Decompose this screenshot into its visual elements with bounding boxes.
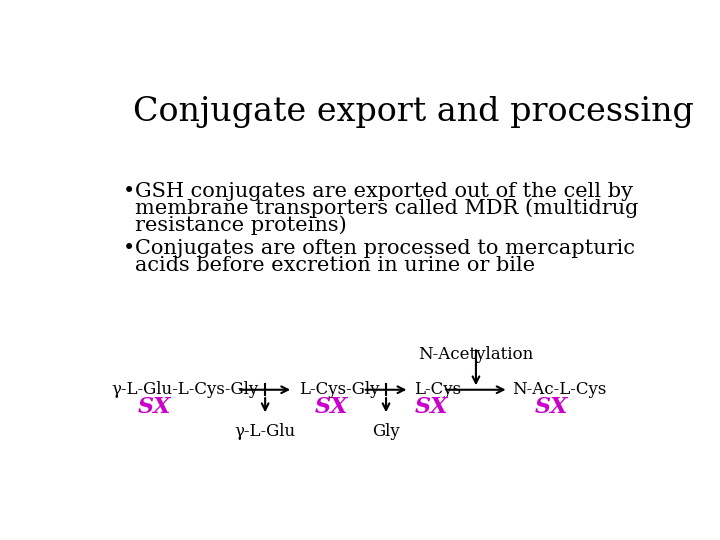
Text: L-Cys-Gly: L-Cys-Gly — [300, 381, 379, 398]
Text: SX: SX — [414, 396, 448, 419]
Text: resistance proteins): resistance proteins) — [135, 215, 347, 235]
Text: acids before excretion in urine or bile: acids before excretion in urine or bile — [135, 256, 535, 275]
Text: SX: SX — [315, 396, 348, 419]
Text: N-Acetylation: N-Acetylation — [418, 346, 534, 363]
Text: SX: SX — [534, 396, 568, 419]
Text: •: • — [122, 239, 135, 258]
Text: γ-L-Glu: γ-L-Glu — [235, 423, 296, 440]
Text: GSH conjugates are exported out of the cell by: GSH conjugates are exported out of the c… — [135, 182, 633, 201]
Text: •: • — [122, 182, 135, 201]
Text: N-Ac-L-Cys: N-Ac-L-Cys — [513, 381, 607, 398]
Text: Conjugate export and processing: Conjugate export and processing — [132, 96, 693, 127]
Text: Gly: Gly — [372, 423, 400, 440]
Text: L-Cys: L-Cys — [414, 381, 461, 398]
Text: membrane transporters called MDR (multidrug: membrane transporters called MDR (multid… — [135, 199, 639, 219]
Text: Conjugates are often processed to mercapturic: Conjugates are often processed to mercap… — [135, 239, 635, 258]
Text: SX: SX — [138, 396, 171, 419]
Text: γ-L-Glu-L-Cys-Gly: γ-L-Glu-L-Cys-Gly — [112, 381, 259, 398]
